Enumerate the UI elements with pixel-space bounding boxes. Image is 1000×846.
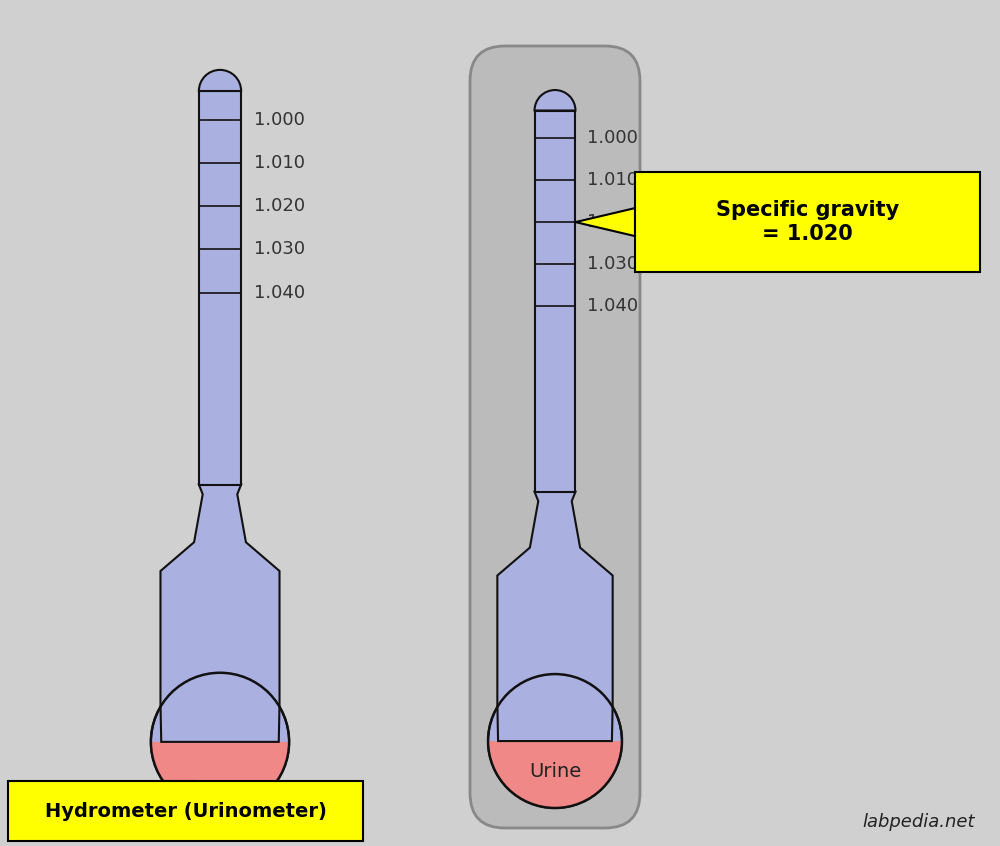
Text: 1.030: 1.030 — [587, 255, 639, 273]
Wedge shape — [535, 90, 575, 111]
Text: 1.020: 1.020 — [254, 197, 305, 215]
Circle shape — [488, 674, 622, 808]
FancyBboxPatch shape — [8, 781, 363, 841]
Polygon shape — [199, 91, 241, 485]
Text: 1.030: 1.030 — [254, 240, 305, 258]
Text: 1.020: 1.020 — [587, 213, 639, 231]
Polygon shape — [160, 485, 280, 742]
Text: 1.010: 1.010 — [587, 171, 638, 190]
FancyBboxPatch shape — [635, 172, 980, 272]
Polygon shape — [497, 492, 613, 741]
Text: 1.000: 1.000 — [254, 111, 305, 129]
Wedge shape — [151, 742, 289, 811]
Text: 1.040: 1.040 — [254, 283, 305, 302]
Text: Urine: Urine — [529, 761, 581, 781]
Wedge shape — [488, 741, 622, 808]
Polygon shape — [575, 208, 635, 236]
Text: 1.040: 1.040 — [587, 297, 639, 315]
Text: Specific gravity
= 1.020: Specific gravity = 1.020 — [716, 201, 899, 244]
Text: 1.010: 1.010 — [254, 154, 305, 172]
Text: 1.000: 1.000 — [587, 129, 638, 147]
Wedge shape — [199, 70, 241, 91]
Circle shape — [151, 673, 289, 811]
Polygon shape — [160, 781, 230, 803]
Polygon shape — [535, 111, 575, 492]
Text: labpedia.net: labpedia.net — [862, 813, 975, 831]
Text: Hydrometer (Urinometer): Hydrometer (Urinometer) — [45, 801, 326, 821]
FancyBboxPatch shape — [470, 46, 640, 828]
